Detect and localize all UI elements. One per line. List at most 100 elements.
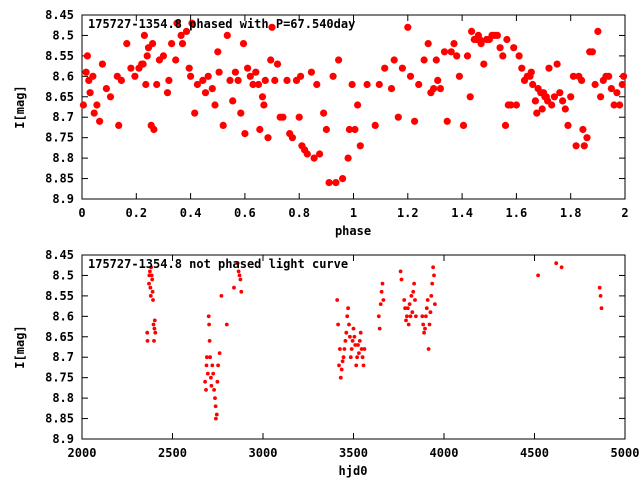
phased-data-point [567,93,575,101]
phased-data-point [163,89,172,97]
phased-data-point [503,35,511,44]
phased-data-point [588,48,597,56]
phased-data-point [499,52,507,60]
phased-data-point [415,80,423,89]
phased-data-point [553,60,561,68]
unphased-data-point [145,339,150,343]
unphased-light-curve-panel: 8.45 8.5 8.55 8.6 8.65 8.7 8.75 8.8 8.85 8.9 2000… [13,248,639,478]
unphased-plot-frame [81,254,626,440]
phased-data-point [320,109,328,117]
unphased-data-point [207,322,212,327]
phased-x-tick-label: 1.6 [506,206,528,220]
phased-data-point [507,101,515,109]
phased-x-tick-label: 2 [621,206,628,220]
unphased-x-tick-label: 5000 [611,446,640,460]
unphased-data-point [430,281,435,286]
unphased-data-point [214,412,219,417]
phased-y-axis-title: I[mag] [13,85,27,128]
unphased-data-point [204,363,209,368]
phased-data-point [348,80,356,89]
unphased-data-point [217,351,222,355]
phased-data-point [404,23,412,31]
phased-data-point [199,76,207,84]
phased-data-point [440,48,449,56]
unphased-data-point [348,355,353,360]
phased-x-tick-label: 0.2 [125,206,147,220]
phased-data-point [529,80,537,89]
unphased-data-point [232,285,236,290]
phased-data-point [201,89,210,97]
unphased-data-point [405,306,410,311]
unphased-data-points [145,261,604,421]
phased-data-point [332,179,340,187]
phased-data-point [550,93,559,101]
phased-data-point [447,48,455,56]
unphased-data-point [357,351,361,355]
phased-data-point [313,80,321,89]
phased-data-point [244,64,252,72]
phased-data-point [258,93,267,101]
phased-data-point [173,19,181,27]
phased-y-tick-label: 8.5 [52,28,74,42]
unphased-data-point [405,314,409,319]
phased-data-point [246,72,254,80]
unphased-data-point [422,330,426,335]
unphased-x-tick-label: 4500 [520,446,549,460]
phased-data-point [295,113,303,121]
unphased-data-point [206,314,211,319]
phased-data-point [496,44,504,52]
phased-data-point [579,125,587,134]
phased-data-point [267,56,275,64]
unphased-data-point [424,314,428,319]
unphased-data-point [376,314,381,319]
phased-data-point [249,80,257,89]
phased-data-point [420,56,428,64]
phased-data-point [283,76,291,84]
phased-data-point [480,60,488,68]
phased-data-point [580,142,588,150]
phased-data-point [335,56,343,64]
unphased-data-point [352,334,357,339]
unphased-data-point [148,269,152,274]
unphased-data-point [428,310,433,315]
phased-data-point [106,93,115,101]
unphased-x-axis-title: hjd0 [339,464,368,478]
unphased-y-tick-label: 8.85 [45,412,74,426]
unphased-data-point [207,339,212,343]
phased-y-tick-label: 8.65 [45,90,74,104]
unphased-data-point [381,298,386,302]
phased-data-point [583,134,591,142]
unphased-y-tick-label: 8.8 [52,391,74,405]
phased-data-point [279,113,287,121]
phased-data-point [260,101,268,109]
unphased-data-point [377,326,382,331]
phased-data-point [339,175,347,183]
unphased-data-point [152,339,156,343]
phased-data-point [613,89,621,97]
unphased-data-point [427,322,432,327]
phased-data-point [527,68,535,76]
unphased-data-point [431,265,435,270]
unphased-data-point [342,347,347,351]
phased-data-point [288,134,296,142]
unphased-data-point [406,322,411,327]
unphased-data-point [425,298,430,302]
unphased-data-point [404,318,408,323]
phased-data-point [578,76,586,84]
phased-data-point [501,121,510,129]
phased-data-point [142,80,150,89]
unphased-data-point [149,265,154,270]
unphased-data-point [216,363,221,368]
phased-light-curve-panel: 8.45 8.5 8.55 8.6 8.65 8.7 8.75 8.8 8.85 8.9 0 0.2… [13,8,629,238]
unphased-data-point [421,322,426,327]
unphased-data-point [208,355,213,360]
phased-data-point [371,121,379,129]
unphased-data-point [239,289,244,294]
unphased-data-point [414,314,418,319]
unphased-data-point [358,330,363,335]
phased-data-point [381,64,389,72]
unphased-y-tick-label: 8.55 [45,289,74,303]
phased-data-point [187,72,195,80]
unphased-x-tick-label: 2000 [68,446,97,460]
unphased-x-tick-label: 4000 [430,446,459,460]
